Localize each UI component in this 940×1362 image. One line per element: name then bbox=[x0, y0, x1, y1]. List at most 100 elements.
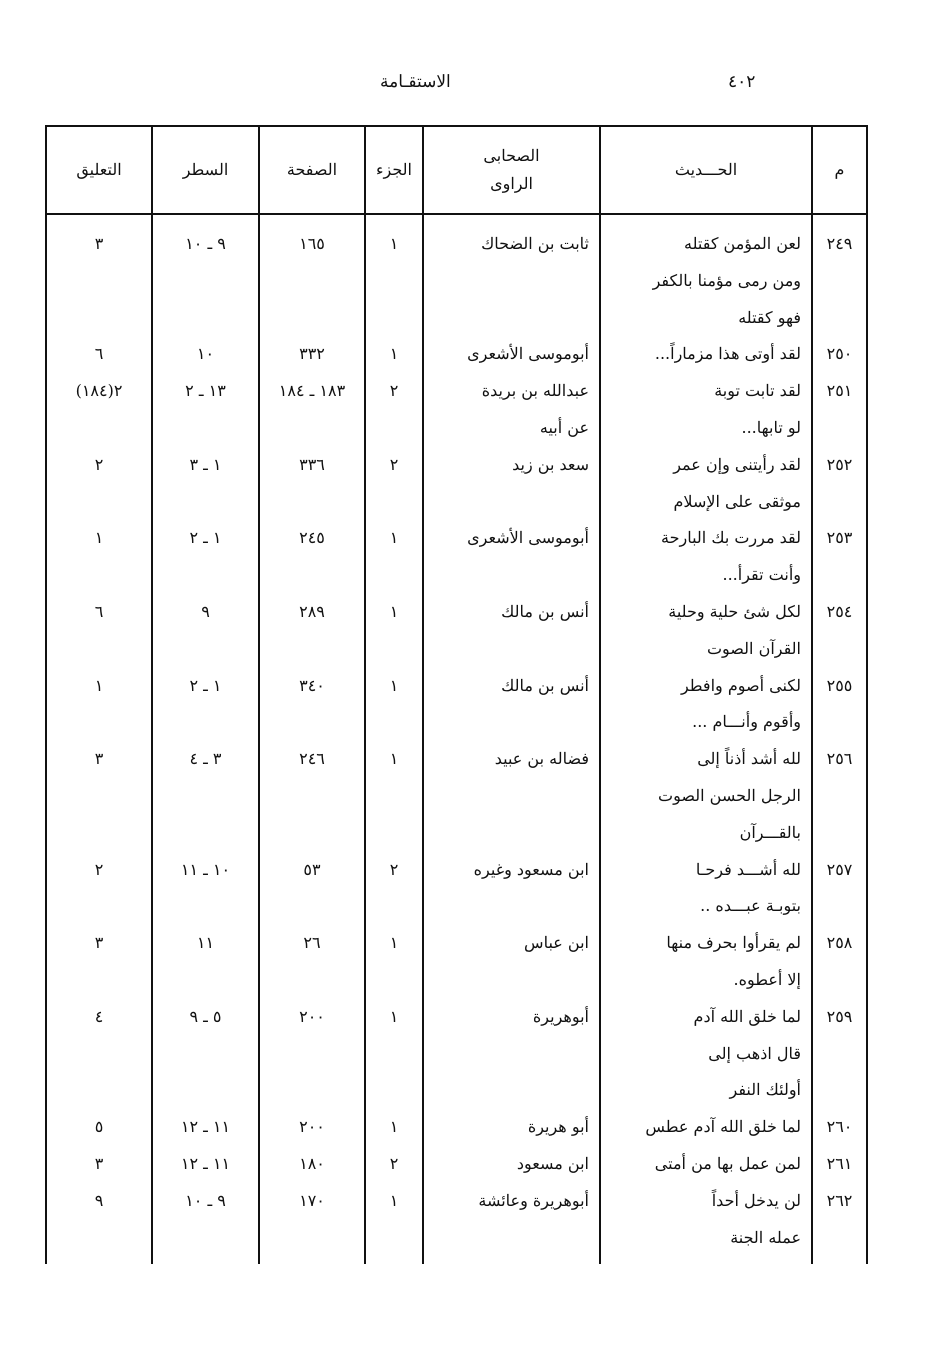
row-number: ٢٥٠ bbox=[811, 336, 868, 374]
narrator: ابن مسعود bbox=[422, 1145, 601, 1183]
narrator-line: أبوموسى الأشعرى bbox=[467, 344, 589, 364]
hadith-text-line: لن يدخل أحداً bbox=[711, 1190, 801, 1210]
page-ref: ٢٤٦ bbox=[258, 741, 366, 852]
hadith-text-line: لقد مررت بك البارحة bbox=[661, 528, 801, 548]
hadith-text: لما خلق الله آدم عطس bbox=[599, 1109, 813, 1146]
row-number: ٢٤٩ bbox=[811, 214, 868, 337]
part-number: ٢ bbox=[364, 1145, 424, 1183]
narrator-line: فضاله بن عبيد bbox=[494, 749, 589, 769]
page-ref: ٢٤٥ bbox=[258, 520, 366, 594]
narrator: أنس بن مالك bbox=[422, 593, 601, 668]
page-ref: ٥٣ bbox=[258, 851, 366, 926]
note-ref: ٢(١٨٤) bbox=[45, 373, 153, 447]
narrator: أبوموسى الأشعرى bbox=[422, 520, 601, 594]
line-ref: ١١ ـ ١٢ bbox=[151, 1145, 260, 1183]
line-ref: ٩ bbox=[151, 593, 260, 668]
narrator: أبوموسى الأشعرى bbox=[422, 336, 601, 374]
hadith-text-line: موثقى على الإسلام bbox=[673, 491, 802, 511]
narrator-line: أنس بن مالك bbox=[501, 601, 589, 621]
note-ref: ٢ bbox=[45, 446, 153, 521]
line-ref: ١ ـ ٣ bbox=[151, 446, 260, 521]
line-ref: ١٠ bbox=[151, 336, 260, 374]
hadith-text: لن يدخل أحداً عمله الجنة bbox=[599, 1182, 813, 1265]
page-ref: ٢٨٩ bbox=[258, 593, 366, 668]
running-title: الاستقـامة bbox=[380, 72, 451, 92]
hadith-text: لله أشد أذناً إلى الرجل الحسن الصوت بالقــ… bbox=[599, 741, 813, 852]
page-ref: ١٦٥ bbox=[258, 214, 366, 337]
row-number: ٢٥٣ bbox=[811, 520, 868, 594]
hadith-text: لقد أوتى هذا مزماراً... bbox=[599, 336, 813, 374]
narrator: فضاله بن عبيد bbox=[422, 741, 601, 852]
table-row: ٢٥٠ لقد أوتى هذا مزماراً... أبوموسى الأشعر… bbox=[45, 336, 868, 374]
hadith-text-line: لكنى أصوم وافطر bbox=[680, 675, 801, 695]
hadith-text-line: لو تابها... bbox=[741, 417, 801, 437]
note-ref: ١ bbox=[45, 520, 153, 594]
row-number: ٢٥٦ bbox=[811, 741, 868, 852]
part-number: ١ bbox=[364, 336, 424, 374]
hadith-text-line: ومن رمى مؤمنا بالكفر bbox=[652, 270, 801, 290]
note-ref: ٩ bbox=[45, 1182, 153, 1265]
table-row: ٢٥٣ لقد مررت بك البارحة وأنت تقرأ... أبوموس… bbox=[45, 520, 868, 594]
note-ref: ٦ bbox=[45, 336, 153, 374]
table-row: ٢٥٦ لله أشد أذناً إلى الرجل الحسن الصوت بال… bbox=[45, 741, 868, 852]
header-col-page: الصفحة bbox=[258, 125, 366, 215]
narrator: أبوهريرة وعائشة bbox=[422, 1182, 601, 1265]
narrator-line: سعد بن زيد bbox=[512, 454, 589, 474]
note-ref: ٦ bbox=[45, 593, 153, 668]
table-header-row: م الحـــديث الصحابى الراوى الجزء الصفحة السطر ا… bbox=[45, 125, 868, 215]
note-ref: ٣ bbox=[45, 741, 153, 852]
part-number: ١ bbox=[364, 998, 424, 1110]
row-number: ٢٦٠ bbox=[811, 1109, 868, 1146]
row-number: ٢٥٧ bbox=[811, 851, 868, 926]
row-number: ٢٥١ bbox=[811, 373, 868, 447]
hadith-text: لمن عمل بها من أمتى bbox=[599, 1145, 813, 1183]
row-number: ٢٥٨ bbox=[811, 925, 868, 999]
header-col-note: التعليق bbox=[45, 125, 153, 215]
part-number: ٢ bbox=[364, 446, 424, 521]
part-number: ١ bbox=[364, 741, 424, 852]
row-number: ٢٥٢ bbox=[811, 446, 868, 521]
table-row: ٢٦٠ لما خلق الله آدم عطس أبو هريرة ١ ٢٠٠ ١١ ـ… bbox=[45, 1109, 868, 1146]
hadith-text-line: عمله الجنة bbox=[730, 1227, 801, 1247]
hadith-text-line: فهو كقتله bbox=[738, 307, 801, 327]
line-ref: ١ ـ ٢ bbox=[151, 667, 260, 742]
page-number: ٤٠٢ bbox=[728, 72, 756, 92]
line-ref: ٣ ـ ٤ bbox=[151, 741, 260, 852]
page-ref: ١٨٠ bbox=[258, 1145, 366, 1183]
header-narrator-line: الصحابى bbox=[483, 146, 540, 165]
narrator: ابن عباس bbox=[422, 925, 601, 999]
hadith-text-line: لقد تابت توبة bbox=[714, 381, 801, 401]
hadith-text-line: قال اذهب إلى bbox=[708, 1043, 801, 1063]
hadith-text: لله أشـــد فرحـا بتوبـة عبـــده .. bbox=[599, 851, 813, 926]
page-ref: ٣٤٠ bbox=[258, 667, 366, 742]
narrator-line: عبدالله بن بريدة bbox=[481, 381, 589, 401]
page-ref: ١٧٠ bbox=[258, 1182, 366, 1265]
narrator-line: ابن مسعود وغيره bbox=[473, 859, 589, 879]
row-number: ٢٥٤ bbox=[811, 593, 868, 668]
hadith-text-line: وأنت تقرأ... bbox=[722, 565, 802, 585]
hadith-text-line: لما خلق الله آدم bbox=[693, 1006, 801, 1026]
header-col-hadith: الحـــديث bbox=[599, 125, 813, 215]
page-ref: ٢٠٠ bbox=[258, 1109, 366, 1146]
hadith-text-line: لعن المؤمن كقتله bbox=[684, 234, 801, 253]
hadith-text-line: بتوبـة عبـــده .. bbox=[700, 896, 801, 916]
narrator: أنس بن مالك bbox=[422, 667, 601, 742]
hadith-text-line: القرآن الصوت bbox=[706, 638, 801, 658]
header-col-line: السطر bbox=[151, 125, 260, 215]
hadith-text: لقد تابت توبة لو تابها... bbox=[599, 373, 813, 447]
table-row: ٢٥٤ لكل شئ حلية وحلية القرآن الصوت أنس بن م… bbox=[45, 593, 868, 668]
part-number: ١ bbox=[364, 1109, 424, 1146]
narrator-line: أبو هريرة bbox=[527, 1117, 589, 1137]
row-number: ٢٦١ bbox=[811, 1145, 868, 1183]
part-number: ١ bbox=[364, 1182, 424, 1265]
hadith-text: لم يقرأوا بحرف منها إلا أعطوه. bbox=[599, 925, 813, 999]
narrator-line: أبوهريرة وعائشة bbox=[478, 1190, 589, 1210]
part-number: ١ bbox=[364, 667, 424, 742]
hadith-text-line: بالقـــرآن bbox=[739, 822, 801, 842]
narrator: ابن مسعود وغيره bbox=[422, 851, 601, 926]
note-ref: ٤ bbox=[45, 998, 153, 1110]
table-row: ٢٥١ لقد تابت توبة لو تابها... عبدالله بن بر… bbox=[45, 373, 868, 447]
part-number: ١ bbox=[364, 593, 424, 668]
line-ref: ١٠ ـ ١١ bbox=[151, 851, 260, 926]
note-ref: ٣ bbox=[45, 1145, 153, 1183]
